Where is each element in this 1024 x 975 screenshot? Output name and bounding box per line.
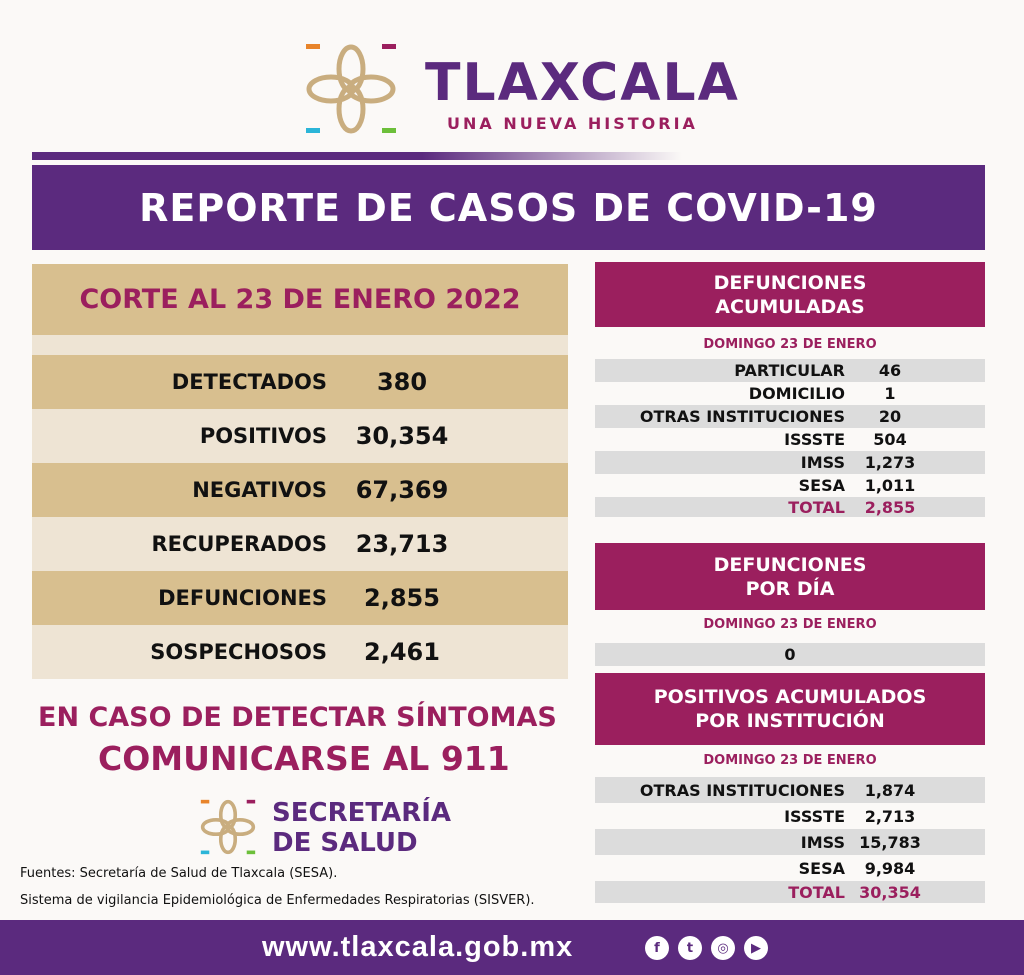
logo-line: DE SALUD	[272, 828, 418, 858]
deaths-daily-panel: DEFUNCIONES POR DÍA DOMINGO 23 DE ENERO 0	[595, 543, 985, 666]
website-link[interactable]: www.tlaxcala.gob.mx	[262, 931, 574, 963]
row-value: 67,369	[355, 476, 449, 504]
row-value: 380	[376, 368, 428, 396]
row-label: TOTAL	[788, 497, 845, 517]
row-label: IMSS	[800, 453, 845, 472]
table-row: OTRAS INSTITUCIONES 1,874	[595, 777, 985, 803]
panel-header: DEFUNCIONES ACUMULADAS	[595, 262, 985, 327]
summary-header: CORTE AL 23 DE ENERO 2022	[32, 264, 568, 335]
summary-row: POSITIVOS 30,354	[32, 409, 568, 463]
header-line: POR DÍA	[745, 577, 835, 600]
row-value: 2,855	[364, 584, 440, 612]
table-row: DOMICILIO 1	[595, 382, 985, 405]
row-value: 2,713	[864, 806, 916, 826]
row-label: DEFUNCIONES	[158, 586, 327, 610]
table-row: ISSSTE 2,713	[595, 803, 985, 829]
row-label: SESA	[798, 476, 845, 495]
row-label: NEGATIVOS	[192, 478, 327, 502]
total-row: TOTAL 2,855	[595, 497, 985, 517]
header-line: DEFUNCIONES	[713, 271, 867, 294]
row-value: 23,713	[355, 530, 449, 558]
row-label: DETECTADOS	[171, 370, 327, 394]
row-label: OTRAS INSTITUCIONES	[639, 407, 845, 426]
header-line: POSITIVOS ACUMULADOS	[653, 686, 927, 708]
secretaria-flower-logo	[200, 799, 256, 855]
summary-row: DEFUNCIONES 2,855	[32, 571, 568, 625]
row-label: PARTICULAR	[734, 361, 845, 380]
row-label: ISSSTE	[784, 806, 845, 826]
panel-date: DOMINGO 23 DE ENERO	[703, 617, 877, 632]
row-label: ISSSTE	[784, 430, 845, 449]
spacer	[32, 335, 568, 355]
row-value: 2,855	[864, 497, 916, 517]
positives-by-institution-panel: POSITIVOS ACUMULADOS POR INSTITUCIÓN DOMI…	[595, 673, 985, 903]
panel-header: DEFUNCIONES POR DÍA	[595, 543, 985, 610]
table-row: 0	[595, 643, 985, 666]
row-value: 1,874	[864, 780, 916, 800]
row-value: 1,273	[864, 453, 916, 472]
header-line: POR INSTITUCIÓN	[695, 710, 885, 732]
report-banner: REPORTE DE CASOS DE COVID-19	[32, 165, 985, 250]
row-label: TOTAL	[788, 882, 845, 902]
twitter-icon[interactable]: t	[678, 936, 702, 960]
sources-line-1: Fuentes: Secretaría de Salud de Tlaxcala…	[20, 866, 338, 881]
header-line: DEFUNCIONES	[713, 553, 867, 576]
cta-line-2: COMUNICARSE AL 911	[98, 739, 510, 778]
table-row: PARTICULAR 46	[595, 359, 985, 382]
row-value: 1	[884, 384, 896, 403]
row-label: POSITIVOS	[199, 424, 327, 448]
table-row: OTRAS INSTITUCIONES 20	[595, 405, 985, 428]
summary-panel: CORTE AL 23 DE ENERO 2022 DETECTADOS 380 …	[32, 264, 568, 679]
summary-row: DETECTADOS 380	[32, 355, 568, 409]
panel-date: DOMINGO 23 DE ENERO	[703, 753, 877, 768]
row-value: 1,011	[864, 476, 916, 495]
cta-line-1: EN CASO DE DETECTAR SÍNTOMAS	[38, 702, 557, 733]
table-row: IMSS 15,783	[595, 829, 985, 855]
row-label: SOSPECHOSOS	[150, 640, 327, 664]
panel-date: DOMINGO 23 DE ENERO	[703, 337, 877, 352]
table-row: IMSS 1,273	[595, 451, 985, 474]
table-row: ISSSTE 504	[595, 428, 985, 451]
brand-subtitle: UNA NUEVA HISTORIA	[447, 114, 698, 133]
row-label: IMSS	[800, 832, 845, 852]
divider	[32, 152, 682, 160]
row-value: 504	[873, 430, 907, 449]
facebook-icon[interactable]: f	[645, 936, 669, 960]
summary-row: NEGATIVOS 67,369	[32, 463, 568, 517]
row-label: RECUPERADOS	[151, 532, 327, 556]
row-value: 15,783	[859, 832, 921, 852]
row-value: 2,461	[364, 638, 440, 666]
row-value: 20	[878, 407, 902, 426]
brand-title: TLAXCALA	[425, 53, 740, 113]
youtube-icon[interactable]: ▶	[744, 936, 768, 960]
sources-line-2: Sistema de vigilancia Epidemiológica de …	[20, 893, 535, 908]
total-row: TOTAL 30,354	[595, 881, 985, 903]
table-row: SESA 1,011	[595, 474, 985, 497]
tlaxcala-flower-logo	[306, 44, 396, 134]
instagram-icon[interactable]: ◎	[711, 936, 735, 960]
summary-row: RECUPERADOS 23,713	[32, 517, 568, 571]
panel-header: POSITIVOS ACUMULADOS POR INSTITUCIÓN	[595, 673, 985, 745]
footer-bar	[0, 920, 1024, 975]
header-line: ACUMULADAS	[715, 295, 865, 318]
row-value: 0	[784, 645, 796, 664]
row-value: 30,354	[859, 882, 921, 902]
secretaria-logo-text: SECRETARÍA DE SALUD	[272, 798, 451, 858]
row-label: OTRAS INSTITUCIONES	[639, 780, 845, 800]
row-value: 46	[878, 361, 902, 380]
table-row: SESA 9,984	[595, 855, 985, 881]
logo-line: SECRETARÍA	[272, 798, 452, 828]
row-value: 9,984	[864, 858, 916, 878]
row-label: SESA	[798, 858, 845, 878]
deaths-cumulative-panel: DEFUNCIONES ACUMULADAS DOMINGO 23 DE ENER…	[595, 262, 985, 517]
row-label: DOMICILIO	[748, 384, 845, 403]
row-value: 30,354	[355, 422, 449, 450]
summary-row: SOSPECHOSOS 2,461	[32, 625, 568, 679]
